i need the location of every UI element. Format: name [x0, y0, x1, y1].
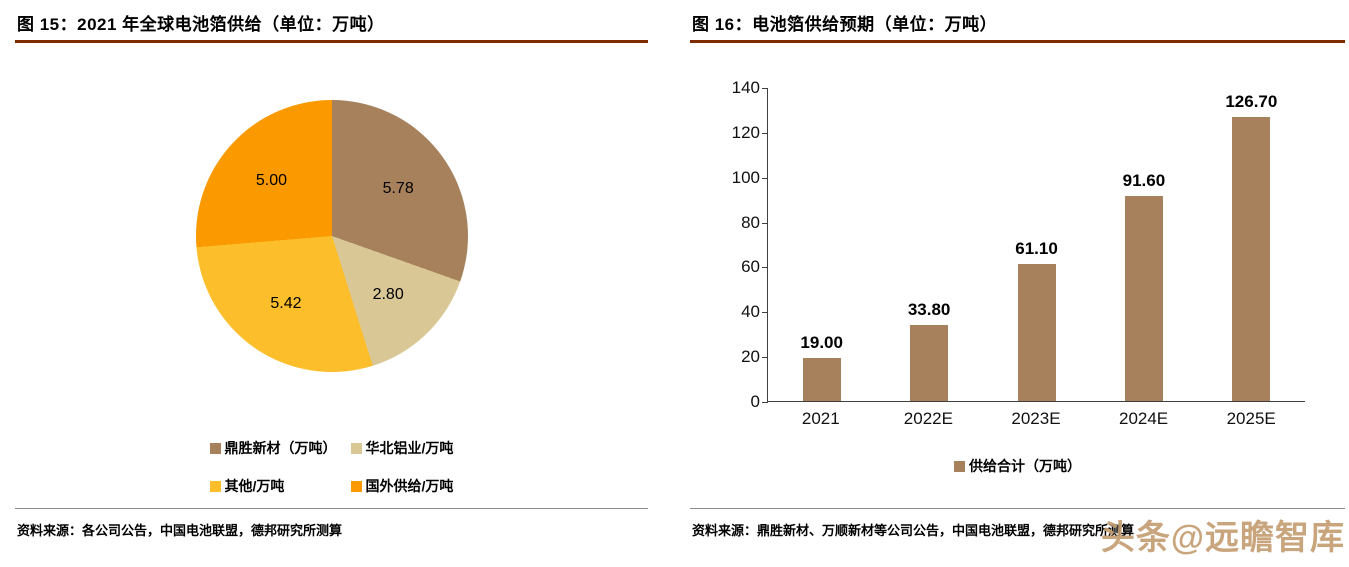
figure-15-panel: 图 15：2021 年全球电池箔供给（单位：万吨） 5.78 2.80 5.42 5.… — [15, 0, 648, 567]
bar-legend-item: 供给合计（万吨） — [954, 456, 1081, 476]
pie-legend-item: 国外供给/万吨 — [350, 476, 454, 496]
figure-16-source-rule — [690, 508, 1345, 509]
figure-16-source: 资料来源：鼎胜新材、万顺新材等公司公告，中国电池联盟，德邦研究所测算 — [692, 523, 1135, 538]
pie-slice-value: 5.00 — [255, 171, 288, 189]
legend-label: 华北铝业/万吨 — [365, 440, 454, 456]
y-axis-tick-mark — [762, 222, 768, 224]
bar-column: 91.60 — [1090, 88, 1197, 401]
bar-yaxis: 0 20 40 60 80 100 120 140 — [690, 78, 760, 411]
legend-swatch — [209, 442, 221, 454]
figure-15-title-rule — [15, 40, 648, 43]
bar-column: 126.70 — [1198, 88, 1305, 401]
bar — [910, 325, 949, 401]
watermark: 头条@远瞻智库 — [1100, 519, 1345, 557]
pie-slice-value: 5.42 — [270, 294, 302, 312]
legend-label: 鼎胜新材（万吨） — [224, 440, 337, 456]
legend-swatch — [209, 480, 221, 492]
figure-16-title: 图 16：电池箔供给预期（单位：万吨） — [692, 15, 998, 34]
figure-15-source: 资料来源：各公司公告，中国电池联盟，德邦研究所测算 — [17, 523, 343, 538]
legend-swatch — [350, 480, 362, 492]
bar-value-label: 33.80 — [907, 300, 951, 320]
legend-label: 其他/万吨 — [224, 478, 285, 494]
x-axis-label: 2023E — [1011, 409, 1061, 428]
y-axis-tick-mark — [762, 312, 768, 314]
bar-column: 19.00 — [768, 88, 875, 401]
legend-swatch — [350, 442, 362, 454]
x-axis-label: 2021 — [801, 409, 840, 428]
y-axis-tick-label: 60 — [741, 257, 760, 277]
bar-chart: 19.00 33.80 61.10 91.60 126.70 — [762, 88, 1305, 403]
bar — [1124, 195, 1163, 401]
x-axis-label: 2022E — [903, 409, 953, 428]
y-axis-tick-mark — [762, 267, 768, 269]
pie-slice-value: 2.80 — [372, 285, 404, 303]
bar-value-label: 126.70 — [1225, 91, 1278, 111]
bar — [1017, 263, 1056, 401]
y-axis-tick-label: 20 — [741, 347, 760, 367]
x-axis-label: 2025E — [1226, 409, 1276, 428]
pie-slice-value: 5.78 — [382, 179, 414, 197]
y-axis-tick-mark — [762, 402, 768, 403]
legend-label: 供给合计（万吨） — [969, 458, 1081, 474]
legend-swatch — [954, 460, 965, 472]
pie-chart: 5.78 2.80 5.42 5.00 — [195, 100, 468, 372]
y-axis-tick-label: 100 — [731, 167, 760, 187]
bar-xlabels: 2021 2022E 2023E 2024E 2025E — [767, 409, 1305, 429]
bar-value-label: 19.00 — [800, 333, 843, 353]
bar-column: 61.10 — [983, 88, 1090, 401]
pie-legend-item: 其他/万吨 — [209, 476, 337, 496]
x-axis-label: 2024E — [1118, 409, 1169, 428]
y-axis-tick-label: 40 — [741, 302, 760, 322]
figure-15-source-rule — [15, 508, 648, 509]
pie-legend: 鼎胜新材（万吨） 华北铝业/万吨其他/万吨 国外供给/万吨 — [15, 438, 648, 496]
y-axis-tick-label: 120 — [731, 122, 760, 142]
pie-legend-item: 鼎胜新材（万吨） — [209, 438, 337, 458]
y-axis-tick-mark — [762, 132, 768, 134]
figure-16-panel: 图 16：电池箔供给预期（单位：万吨） 0 20 40 60 80 100 120 140 1… — [690, 0, 1345, 567]
bar-column: 33.80 — [875, 88, 982, 401]
pie-legend-item: 华北铝业/万吨 — [350, 438, 454, 458]
figure-16-title-rule — [690, 40, 1345, 43]
bar-value-label: 91.60 — [1122, 170, 1166, 190]
y-axis-tick-label: 140 — [731, 78, 760, 97]
y-axis-tick-mark — [762, 357, 768, 359]
bar-legend: 供给合计（万吨） — [690, 456, 1345, 476]
y-axis-tick-label: 0 — [750, 392, 760, 411]
y-axis-tick-label: 80 — [741, 212, 760, 232]
bar — [802, 358, 841, 401]
bar-columns: 19.00 33.80 61.10 91.60 126.70 — [768, 88, 1305, 401]
bar-value-label: 61.10 — [1015, 238, 1058, 258]
legend-label: 国外供给/万吨 — [365, 478, 454, 494]
figure-15-title: 图 15：2021 年全球电池箔供给（单位：万吨） — [17, 15, 385, 34]
y-axis-tick-mark — [762, 177, 768, 179]
y-axis-tick-mark — [762, 88, 768, 89]
bar — [1232, 116, 1271, 401]
